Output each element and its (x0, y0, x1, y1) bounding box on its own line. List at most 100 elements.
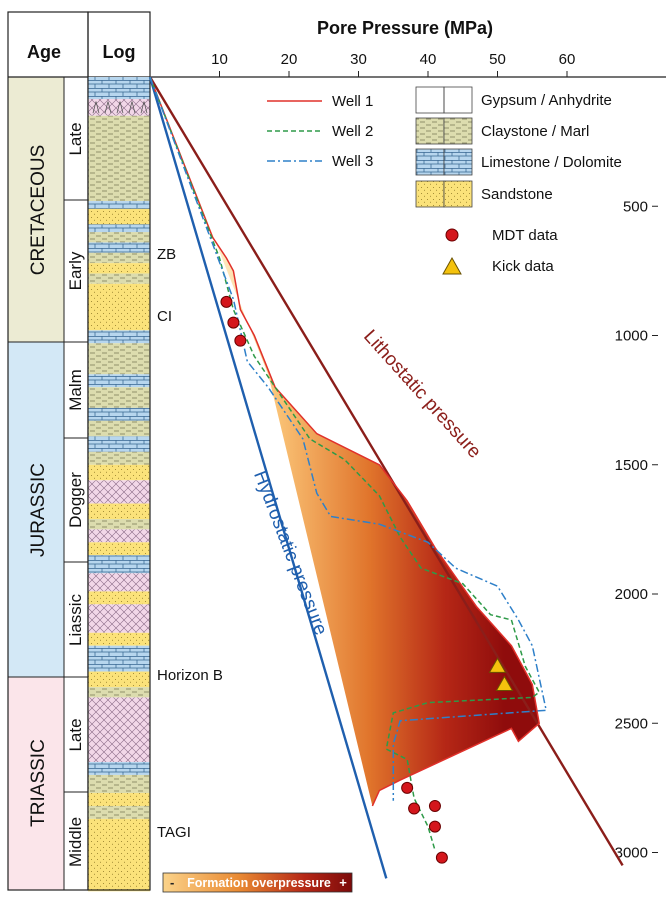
epoch-label-late-cretaceous: Late (66, 122, 85, 155)
log-layer-lime (88, 374, 150, 388)
log-layer-clay (88, 273, 150, 284)
gypsum-caret-marks (92, 101, 148, 114)
log-layer-sand (88, 591, 150, 605)
log-layer-lime (88, 242, 150, 253)
log-layer-lime (88, 330, 150, 344)
legend-well-1-label: Well 1 (332, 93, 373, 110)
log-layer-lime (88, 77, 150, 99)
log-layer-clay (88, 115, 150, 202)
log-layer-clay (88, 387, 150, 408)
y-tick-label: 1500 (615, 457, 648, 474)
overpressure-colorbar: - Formation overpressure + (162, 872, 353, 893)
horizon-label-horizon-b: Horizon B (157, 667, 223, 684)
x-tick-label: 60 (559, 51, 576, 68)
log-layer-sand (88, 671, 150, 688)
legend-sand-swatch (415, 180, 445, 208)
horizon-label-zb: ZB (157, 246, 176, 263)
log-layer-clay (88, 519, 150, 530)
log-layer-clay (88, 232, 150, 243)
mdt-data-point (220, 295, 233, 308)
period-label-jurassic: JURASSIC (28, 463, 49, 557)
legend-gypsum-label: Gypsum / Anhydrite (481, 92, 612, 109)
kick-data-point (488, 657, 507, 673)
y-tick-label: 500 (623, 198, 648, 215)
log-layer-sand (88, 818, 150, 892)
age-column (7, 11, 150, 891)
colorbar-plus: + (339, 875, 347, 890)
log-layer-clay (88, 451, 150, 465)
log-layer-gyp (88, 604, 150, 633)
kick-data-point (495, 675, 514, 691)
legend-gypsum-swatch (443, 86, 473, 114)
x-tick-label: 30 (350, 51, 367, 68)
colorbar-label: Formation overpressure (187, 876, 331, 890)
legend-lime-swatch (443, 148, 473, 176)
mdt-data-point (428, 820, 441, 833)
legend-kick-label: Kick data (492, 258, 554, 275)
log-layer-clay (88, 420, 150, 437)
legend-clay-swatch (415, 117, 445, 145)
x-tick-label: 20 (281, 51, 298, 68)
legend-sand-label: Sandstone (481, 186, 553, 203)
epoch-label-dogger: Dogger (66, 472, 85, 528)
x-axis-title: Pore Pressure (MPa) (317, 18, 493, 38)
log-layer-clay (88, 343, 150, 375)
log-layer-sand (88, 283, 150, 331)
caret-mark (92, 101, 100, 114)
legend-lime-label: Limestone / Dolomite (481, 154, 622, 171)
pore-pressure-plot (148, 76, 624, 879)
log-layer-sand (88, 503, 150, 520)
log-layer-clay (88, 687, 150, 698)
y-tick-label: 2000 (615, 586, 648, 603)
lithostatic-pressure-label: Lithostatic pressure (359, 326, 485, 462)
legend-lime-swatch (415, 148, 445, 176)
log-layer-clay (88, 774, 150, 794)
log-layer-gyp (88, 529, 150, 543)
period-label-cretaceous: CRETACEOUS (28, 145, 49, 276)
y-tick-label: 2500 (615, 715, 648, 732)
x-tick-label: 50 (489, 51, 506, 68)
log-layer-lime (88, 224, 150, 233)
log-layer-sand (88, 632, 150, 646)
log-layer-sand (88, 263, 150, 274)
y-tick-label: 3000 (615, 845, 648, 862)
epoch-label-early-cretaceous: Early (66, 251, 85, 290)
well-3-line (149, 76, 548, 801)
legend-mdt-marker (445, 228, 459, 242)
mdt-data-point (428, 799, 441, 812)
log-layer-lime (88, 407, 150, 421)
age-header: Age (27, 42, 61, 62)
legend-sand-swatch (443, 180, 473, 208)
mdt-data-point (435, 851, 448, 864)
caret-mark (116, 101, 124, 114)
well-2-line (149, 76, 541, 851)
horizon-label-ci: CI (157, 308, 172, 325)
colorbar-minus: - (170, 875, 174, 890)
log-layer-lime (88, 645, 150, 672)
log-layer-clay (88, 805, 150, 819)
horizon-label-tagi: TAGI (157, 824, 191, 841)
legend-gypsum-swatch (415, 86, 445, 114)
legend: Well 1 Well 2 Well 3 Gypsum / Anhydrite Clay… (267, 86, 622, 275)
hydrostatic-pressure-line (148, 76, 388, 879)
plot-axes: 10 20 30 40 50 60 500 1000 1500 2000 2500 3000 (150, 51, 666, 862)
legend-clay-label: Claystone / Marl (481, 123, 589, 140)
log-layer-sand (88, 542, 150, 556)
mdt-data-point (408, 802, 421, 815)
caret-mark (128, 101, 136, 114)
epoch-label-malm: Malm (66, 369, 85, 411)
legend-well-3-label: Well 3 (332, 153, 373, 170)
log-layer-clay (88, 252, 150, 264)
log-header: Log (103, 42, 136, 62)
log-layer-lime (88, 762, 150, 775)
x-tick-label: 40 (420, 51, 437, 68)
log-layer-sand (88, 208, 150, 225)
log-frame (87, 11, 151, 891)
log-layer-lime (88, 555, 150, 574)
epoch-label-late-triassic: Late (66, 718, 85, 751)
log-layer-lime (88, 201, 150, 209)
lithostatic-pressure-line (148, 76, 624, 867)
legend-kick-marker (442, 256, 462, 275)
x-tick-label: 10 (211, 51, 228, 68)
